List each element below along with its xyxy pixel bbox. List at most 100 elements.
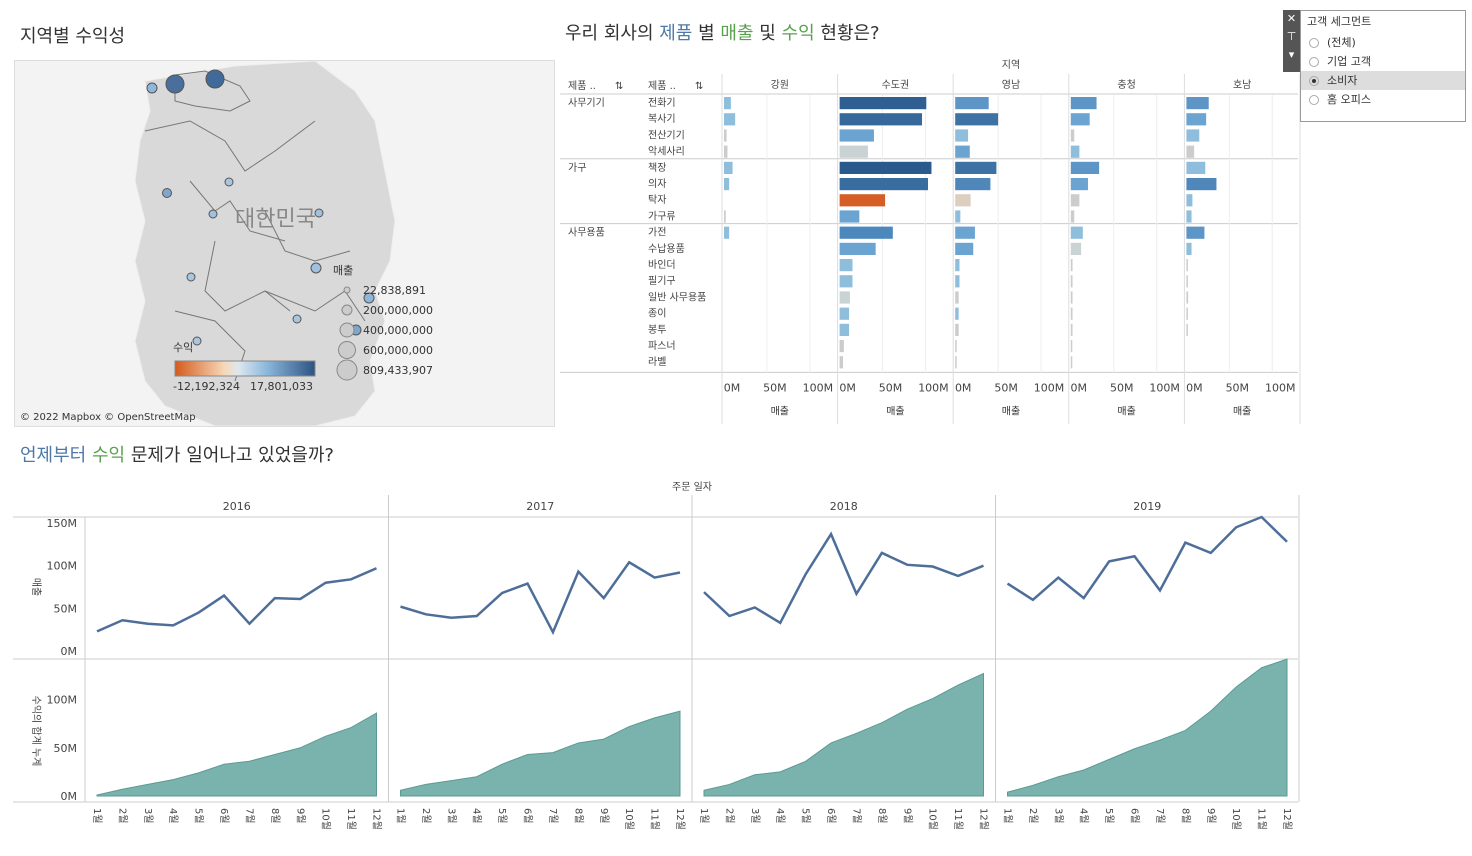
bar: [1186, 97, 1209, 110]
menu-arrow-icon[interactable]: ▾: [1288, 48, 1295, 61]
month-label: 8월: [1179, 808, 1191, 824]
year-label: 2018: [830, 500, 858, 513]
y-tick-label: 0M: [61, 790, 78, 803]
filter-option-corporate[interactable]: 기업 고객: [1301, 52, 1465, 71]
month-label: 4월: [471, 808, 483, 824]
land-shape: [134, 61, 396, 426]
sales-line: [400, 560, 681, 636]
close-icon[interactable]: ✕: [1286, 12, 1297, 25]
bar: [1070, 291, 1073, 304]
filter-option-home-office[interactable]: 홈 오피스: [1301, 90, 1465, 109]
month-label: 6월: [1129, 808, 1141, 824]
month-label: 12월: [674, 808, 686, 830]
segment-filter: 고객 세그먼트 (전체) 기업 고객 소비자 홈 오피스: [1300, 10, 1466, 122]
item-label: 전화기: [648, 97, 676, 109]
title-part: 별: [692, 23, 721, 44]
bar: [1186, 161, 1206, 174]
bar: [955, 356, 957, 369]
sort-icon: ⇅: [695, 81, 703, 92]
product-panel-title: 우리 회사의 제품 별 매출 및 수익 현황은?: [565, 19, 880, 45]
color-legend-title: 수익: [173, 341, 193, 354]
size-legend-value: 200,000,000: [363, 304, 433, 317]
month-label: 2월: [1027, 808, 1039, 824]
y-tick-label: 150M: [47, 517, 78, 530]
bar: [1070, 113, 1090, 126]
filter-option-label: 홈 오피스: [1327, 93, 1371, 106]
month-label: 11월: [1256, 808, 1268, 830]
pin-icon[interactable]: ⊤: [1286, 30, 1297, 43]
bar: [1070, 210, 1075, 223]
bar: [1070, 242, 1082, 255]
filter-option-all[interactable]: (전체): [1301, 33, 1465, 52]
axis-tick-label: 100M: [1265, 381, 1296, 394]
region-label: 충청: [1117, 79, 1135, 91]
size-legend-title: 매출: [333, 264, 353, 277]
bar: [1070, 259, 1073, 272]
month-label: 3월: [749, 808, 761, 824]
bar: [1070, 275, 1073, 288]
month-label: 1월: [698, 808, 710, 824]
month-label: 7월: [547, 808, 559, 824]
item-label: 가전: [648, 227, 666, 239]
category-label: 가구: [568, 162, 586, 174]
profit-area: [703, 672, 984, 797]
month-label: 8월: [269, 808, 281, 824]
filter-toolbar[interactable]: ✕ ⊤ ▾: [1283, 10, 1300, 72]
axis-tick-label: 100M: [1149, 381, 1180, 394]
bar: [1070, 340, 1073, 353]
size-legend-value: 22,838,891: [363, 284, 426, 297]
bar: [1186, 194, 1193, 207]
bar: [1070, 194, 1080, 207]
bar: [1186, 242, 1192, 255]
bar: [955, 226, 975, 239]
axis-tick-label: 0M: [1071, 381, 1088, 394]
axis-tick-label: 0M: [724, 381, 741, 394]
radio-icon[interactable]: [1309, 94, 1319, 105]
korea-map[interactable]: 대한민국 매출 22,838,891 200,000,000 40: [14, 60, 555, 427]
month-label: 8월: [876, 808, 888, 824]
map-bubbles: [146, 69, 375, 346]
month-label: 9월: [294, 808, 306, 824]
month-label: 10월: [623, 808, 635, 830]
map-attribution: © 2022 Mapbox © OpenStreetMap: [20, 412, 196, 423]
month-label: 9월: [901, 808, 913, 824]
month-label: 7월: [1154, 808, 1166, 824]
bar: [724, 113, 736, 126]
bar: [1070, 97, 1097, 110]
bar: [1186, 178, 1217, 191]
year-label: 2016: [223, 500, 251, 513]
bar: [1186, 291, 1189, 304]
axis-title: 매출: [886, 405, 904, 417]
month-label: 6월: [218, 808, 230, 824]
axis-tick-label: 0M: [955, 381, 972, 394]
month-label: 1월: [1002, 808, 1014, 824]
country-label: 대한민국: [235, 207, 316, 232]
bar: [839, 113, 923, 126]
month-label: 12월: [371, 808, 383, 830]
radio-icon[interactable]: [1309, 56, 1319, 67]
bar: [955, 178, 991, 191]
filter-option-consumer[interactable]: 소비자: [1301, 71, 1465, 90]
title-part: 문제가 일어나고 있었을까?: [125, 445, 334, 466]
month-label: 4월: [1078, 808, 1090, 824]
bar: [1186, 113, 1207, 126]
y-tick-label: 100M: [47, 560, 78, 573]
month-label: 3월: [1052, 808, 1064, 824]
bar: [1186, 226, 1205, 239]
size-legend-value: 600,000,000: [363, 344, 433, 357]
y-axis-title: 매출: [30, 578, 42, 596]
radio-icon[interactable]: [1309, 37, 1319, 48]
axis-tick-label: 50M: [994, 381, 1018, 394]
month-label: 11월: [345, 808, 357, 830]
radio-selected-icon[interactable]: [1309, 75, 1319, 86]
bubble-city-10: [192, 336, 202, 346]
bar: [955, 145, 970, 158]
month-label: 1월: [395, 808, 407, 824]
month-label: 2월: [420, 808, 432, 824]
bar: [955, 210, 961, 223]
column-header: 제품 ..: [648, 80, 676, 92]
bar: [955, 194, 971, 207]
bar: [1186, 307, 1188, 320]
